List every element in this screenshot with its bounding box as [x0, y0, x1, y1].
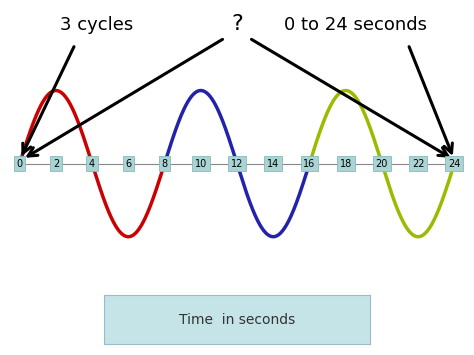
- Text: 20: 20: [376, 159, 388, 169]
- Text: 0: 0: [17, 159, 23, 169]
- Text: 24: 24: [448, 159, 461, 169]
- Text: 18: 18: [339, 159, 352, 169]
- Text: 3 cycles: 3 cycles: [60, 16, 133, 33]
- Text: 22: 22: [412, 159, 424, 169]
- Text: Time  in seconds: Time in seconds: [179, 312, 295, 327]
- Text: ?: ?: [231, 13, 243, 33]
- Text: 16: 16: [303, 159, 316, 169]
- Text: 2: 2: [53, 159, 59, 169]
- Text: 10: 10: [195, 159, 207, 169]
- Text: 6: 6: [125, 159, 131, 169]
- Text: 12: 12: [231, 159, 243, 169]
- Text: 14: 14: [267, 159, 279, 169]
- Text: 8: 8: [162, 159, 168, 169]
- Text: 4: 4: [89, 159, 95, 169]
- Text: 0 to 24 seconds: 0 to 24 seconds: [284, 16, 427, 33]
